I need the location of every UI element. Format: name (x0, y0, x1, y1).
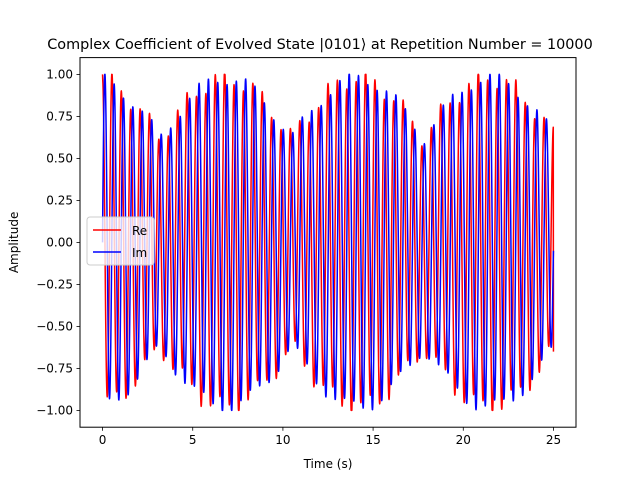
series-line-im (101, 73, 555, 412)
legend-label-im: Im (132, 246, 147, 260)
x-tick-label: 10 (275, 433, 290, 447)
y-tick-label: 0.00 (46, 236, 73, 250)
y-tick-label: 0.50 (46, 152, 73, 166)
legend-label-re: Re (132, 224, 147, 238)
y-tick-label: 0.25 (46, 194, 73, 208)
y-tick-label: −0.25 (36, 278, 73, 292)
x-axis-label: Time (s) (303, 457, 353, 471)
series-layer (101, 73, 555, 412)
y-tick-label: 0.75 (46, 110, 73, 124)
y-tick-label: −1.00 (36, 404, 73, 418)
y-tick-label: −0.75 (36, 362, 73, 376)
y-axis-ticks: −1.00 −0.75 −0.50 −0.25 0.00 0.25 0.50 0.75 1.00 (36, 68, 80, 418)
legend-box (86, 216, 155, 266)
x-axis-ticks: 0 5 10 15 20 25 (99, 427, 561, 447)
chart-title: Complex Coefficient of Evolved State |01… (47, 37, 592, 53)
x-tick-label: 25 (546, 433, 561, 447)
x-tick-label: 0 (99, 433, 107, 447)
legend: Re Im (86, 216, 155, 266)
y-tick-label: 1.00 (46, 68, 73, 82)
x-tick-label: 15 (365, 433, 380, 447)
x-tick-label: 5 (189, 433, 197, 447)
series-line-re (101, 73, 555, 412)
x-tick-label: 20 (456, 433, 471, 447)
y-axis-label: Amplitude (7, 212, 21, 274)
y-tick-label: −0.50 (36, 320, 73, 334)
